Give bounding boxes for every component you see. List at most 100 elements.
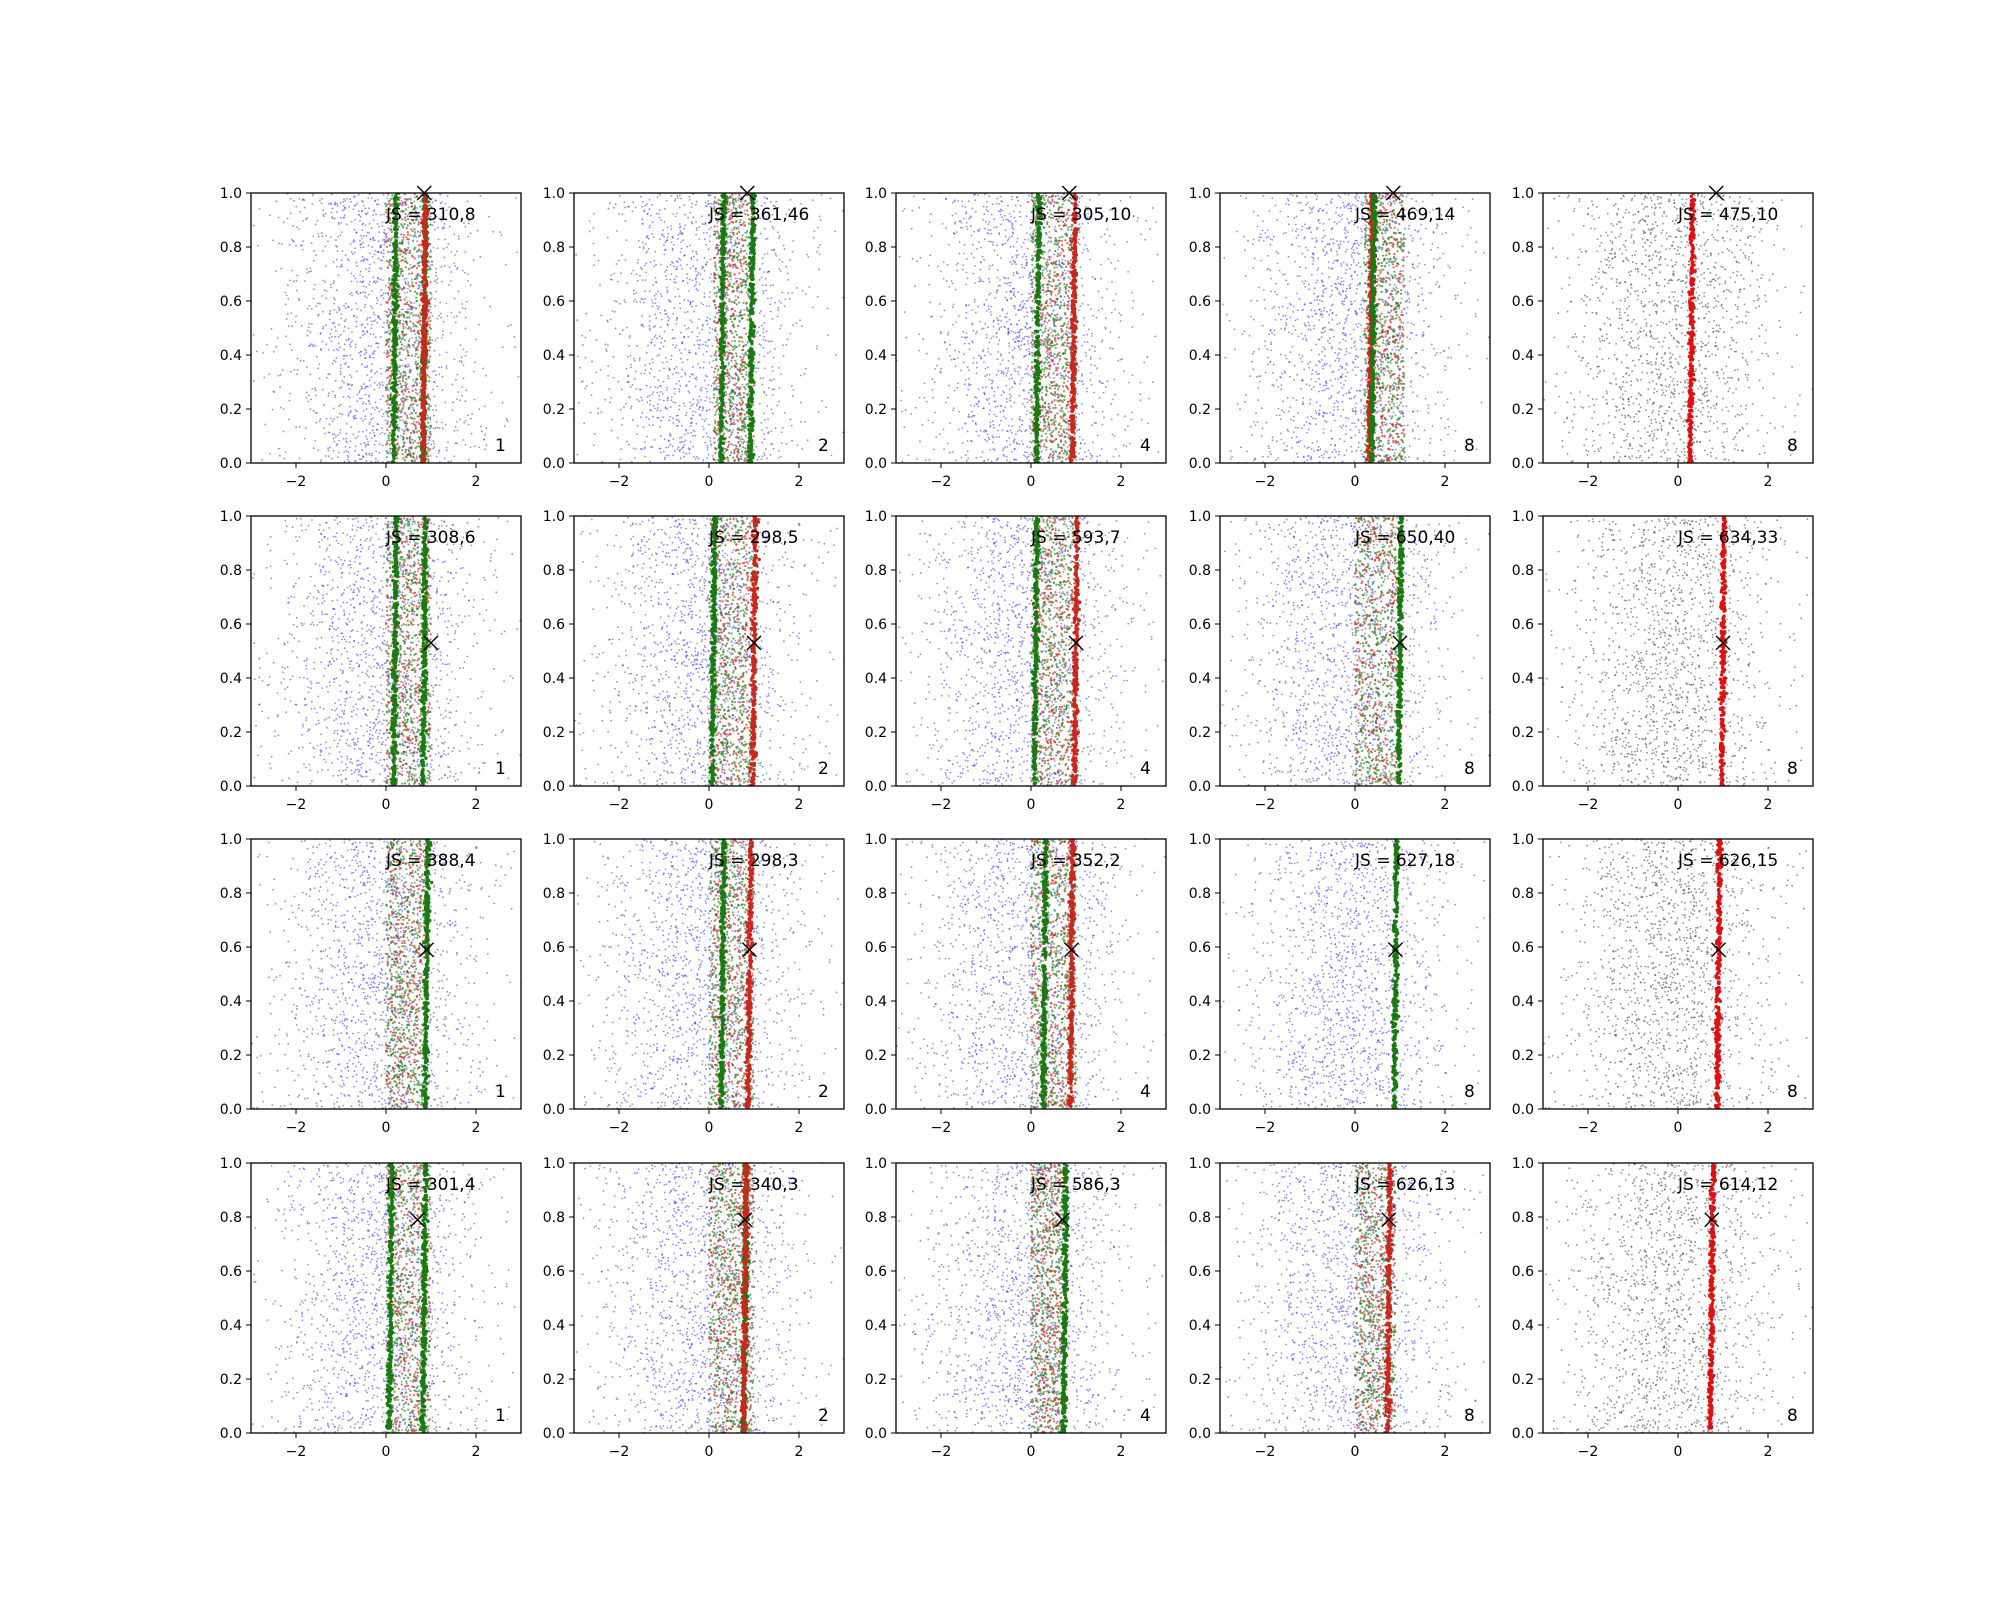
js-label: JS = 298,5 — [708, 528, 799, 548]
x-marker — [737, 1212, 753, 1228]
x-tick-label: 0 — [1674, 474, 1683, 490]
scatter-cloud — [574, 516, 844, 786]
x-tick-label: 2 — [1441, 1120, 1450, 1136]
x-marker — [742, 942, 757, 958]
panel-number: 2 — [818, 436, 829, 456]
y-tick-label: 0.6 — [543, 294, 565, 310]
x-tick-label: 2 — [1764, 474, 1773, 490]
y-tick-label: 0.0 — [865, 1426, 887, 1442]
x-tick-label: 2 — [472, 1444, 481, 1460]
axes-frame — [1542, 1162, 1814, 1434]
y-tick-label: 0.6 — [1189, 940, 1211, 956]
panel-0-4: −2 0 2 0.0 0.2 0.4 0.6 0.8 1.0 JS = 475,10 8 — [1512, 185, 1814, 490]
x-tick-label: 0 — [705, 797, 714, 813]
y-tick-label: 1.0 — [543, 832, 565, 848]
density-line-1 — [746, 193, 757, 463]
density-line-2 — [418, 193, 430, 463]
plot-area — [251, 516, 521, 786]
plot-area — [1220, 516, 1490, 786]
y-tick-label: 0.0 — [1189, 1102, 1211, 1118]
panel-1-4: −2 0 2 0.0 0.2 0.4 0.6 0.8 1.0 JS = 634,33 8 — [1512, 509, 1814, 813]
panel-number: 4 — [1140, 436, 1151, 456]
y-tick-label: 0.0 — [220, 1426, 242, 1442]
panel-number: 4 — [1140, 1406, 1151, 1426]
panel-3-2: −2 0 2 0.0 0.2 0.4 0.6 0.8 1.0 JS = 586,3 4 — [865, 1156, 1167, 1460]
panel-number: 1 — [495, 436, 506, 456]
scatter-cloud — [1543, 839, 1813, 1109]
plot-area — [1543, 193, 1813, 463]
y-tick-label: 0.0 — [1189, 779, 1211, 795]
scatter-cloud — [1220, 1163, 1490, 1433]
y-tick-label: 0.4 — [1189, 671, 1211, 687]
y-tick-label: 1.0 — [865, 186, 887, 202]
y-tick-label: 0.8 — [1189, 563, 1211, 579]
y-tick-label: 0.2 — [1189, 1048, 1211, 1064]
x-tick-label: −2 — [1578, 1444, 1599, 1460]
y-tick-label: 0.8 — [1512, 886, 1534, 902]
axes-frame — [1542, 192, 1814, 464]
scatter-cloud — [251, 839, 521, 1109]
axes-frame — [1219, 838, 1491, 1110]
x-tick-label: 2 — [1117, 1120, 1126, 1136]
x-tick-label: 2 — [795, 797, 804, 813]
x-marker — [1061, 185, 1077, 201]
y-tick-label: 0.2 — [865, 725, 887, 741]
y-tick-label: 0.4 — [865, 348, 887, 364]
y-tick-label: 1.0 — [1189, 186, 1211, 202]
x-tick-label: 0 — [1027, 1444, 1036, 1460]
js-label: JS = 650,40 — [1354, 528, 1455, 548]
plot-area — [1543, 839, 1813, 1109]
plot-area — [251, 1163, 516, 1433]
y-tick-label: 0.4 — [1512, 348, 1534, 364]
y-tick-label: 0.4 — [543, 671, 565, 687]
y-tick-label: 0.0 — [1512, 1102, 1534, 1118]
x-marker — [416, 185, 432, 201]
density-line-0 — [717, 193, 729, 463]
y-tick-label: 0.4 — [1189, 348, 1211, 364]
density-line-0 — [1390, 839, 1401, 1109]
x-tick-label: 2 — [472, 1120, 481, 1136]
x-tick-label: 2 — [1117, 1444, 1126, 1460]
x-tick-label: −2 — [931, 1120, 952, 1136]
y-tick-label: 0.0 — [543, 456, 565, 472]
y-tick-label: 0.0 — [220, 1102, 242, 1118]
density-line-1 — [1068, 193, 1080, 463]
y-tick-label: 1.0 — [543, 509, 565, 525]
js-label: JS = 634,33 — [1677, 528, 1778, 548]
x-tick-label: 2 — [1441, 1444, 1450, 1460]
x-marker — [1385, 185, 1401, 201]
density-line-0 — [1059, 1163, 1071, 1433]
js-label: JS = 361,46 — [708, 205, 809, 225]
x-tick-label: 0 — [705, 1120, 714, 1136]
x-tick-label: −2 — [931, 474, 952, 490]
scatter-cloud — [1545, 1163, 1813, 1433]
x-tick-label: 0 — [1674, 1444, 1683, 1460]
panel-number: 8 — [1464, 1406, 1475, 1426]
plot-area — [896, 839, 1166, 1109]
x-tick-label: 0 — [382, 1120, 391, 1136]
panel-number: 2 — [818, 759, 829, 779]
y-tick-label: 0.8 — [865, 240, 887, 256]
x-tick-label: −2 — [1578, 797, 1599, 813]
plot-area — [1545, 1163, 1813, 1433]
y-tick-label: 0.2 — [1512, 725, 1534, 741]
density-line-1 — [748, 516, 761, 786]
y-tick-label: 0.0 — [1512, 456, 1534, 472]
y-tick-label: 0.0 — [543, 779, 565, 795]
y-tick-label: 0.6 — [220, 1264, 242, 1280]
scatter-cloud — [1543, 193, 1813, 463]
y-tick-label: 0.4 — [1189, 994, 1211, 1010]
x-tick-label: 2 — [1117, 474, 1126, 490]
y-tick-label: 0.0 — [865, 779, 887, 795]
js-label: JS = 469,14 — [1354, 205, 1455, 225]
y-tick-label: 0.6 — [865, 1264, 887, 1280]
plot-area — [898, 516, 1166, 786]
density-line-0 — [1030, 516, 1042, 786]
x-marker — [1068, 635, 1084, 651]
panel-number: 8 — [1464, 1082, 1475, 1102]
y-tick-label: 0.0 — [543, 1102, 565, 1118]
panel-1-1: −2 0 2 0.0 0.2 0.4 0.6 0.8 1.0 JS = 298,5 2 — [543, 509, 845, 813]
x-tick-label: −2 — [1255, 474, 1276, 490]
y-tick-label: 1.0 — [1189, 1156, 1211, 1172]
y-tick-label: 0.4 — [220, 994, 242, 1010]
